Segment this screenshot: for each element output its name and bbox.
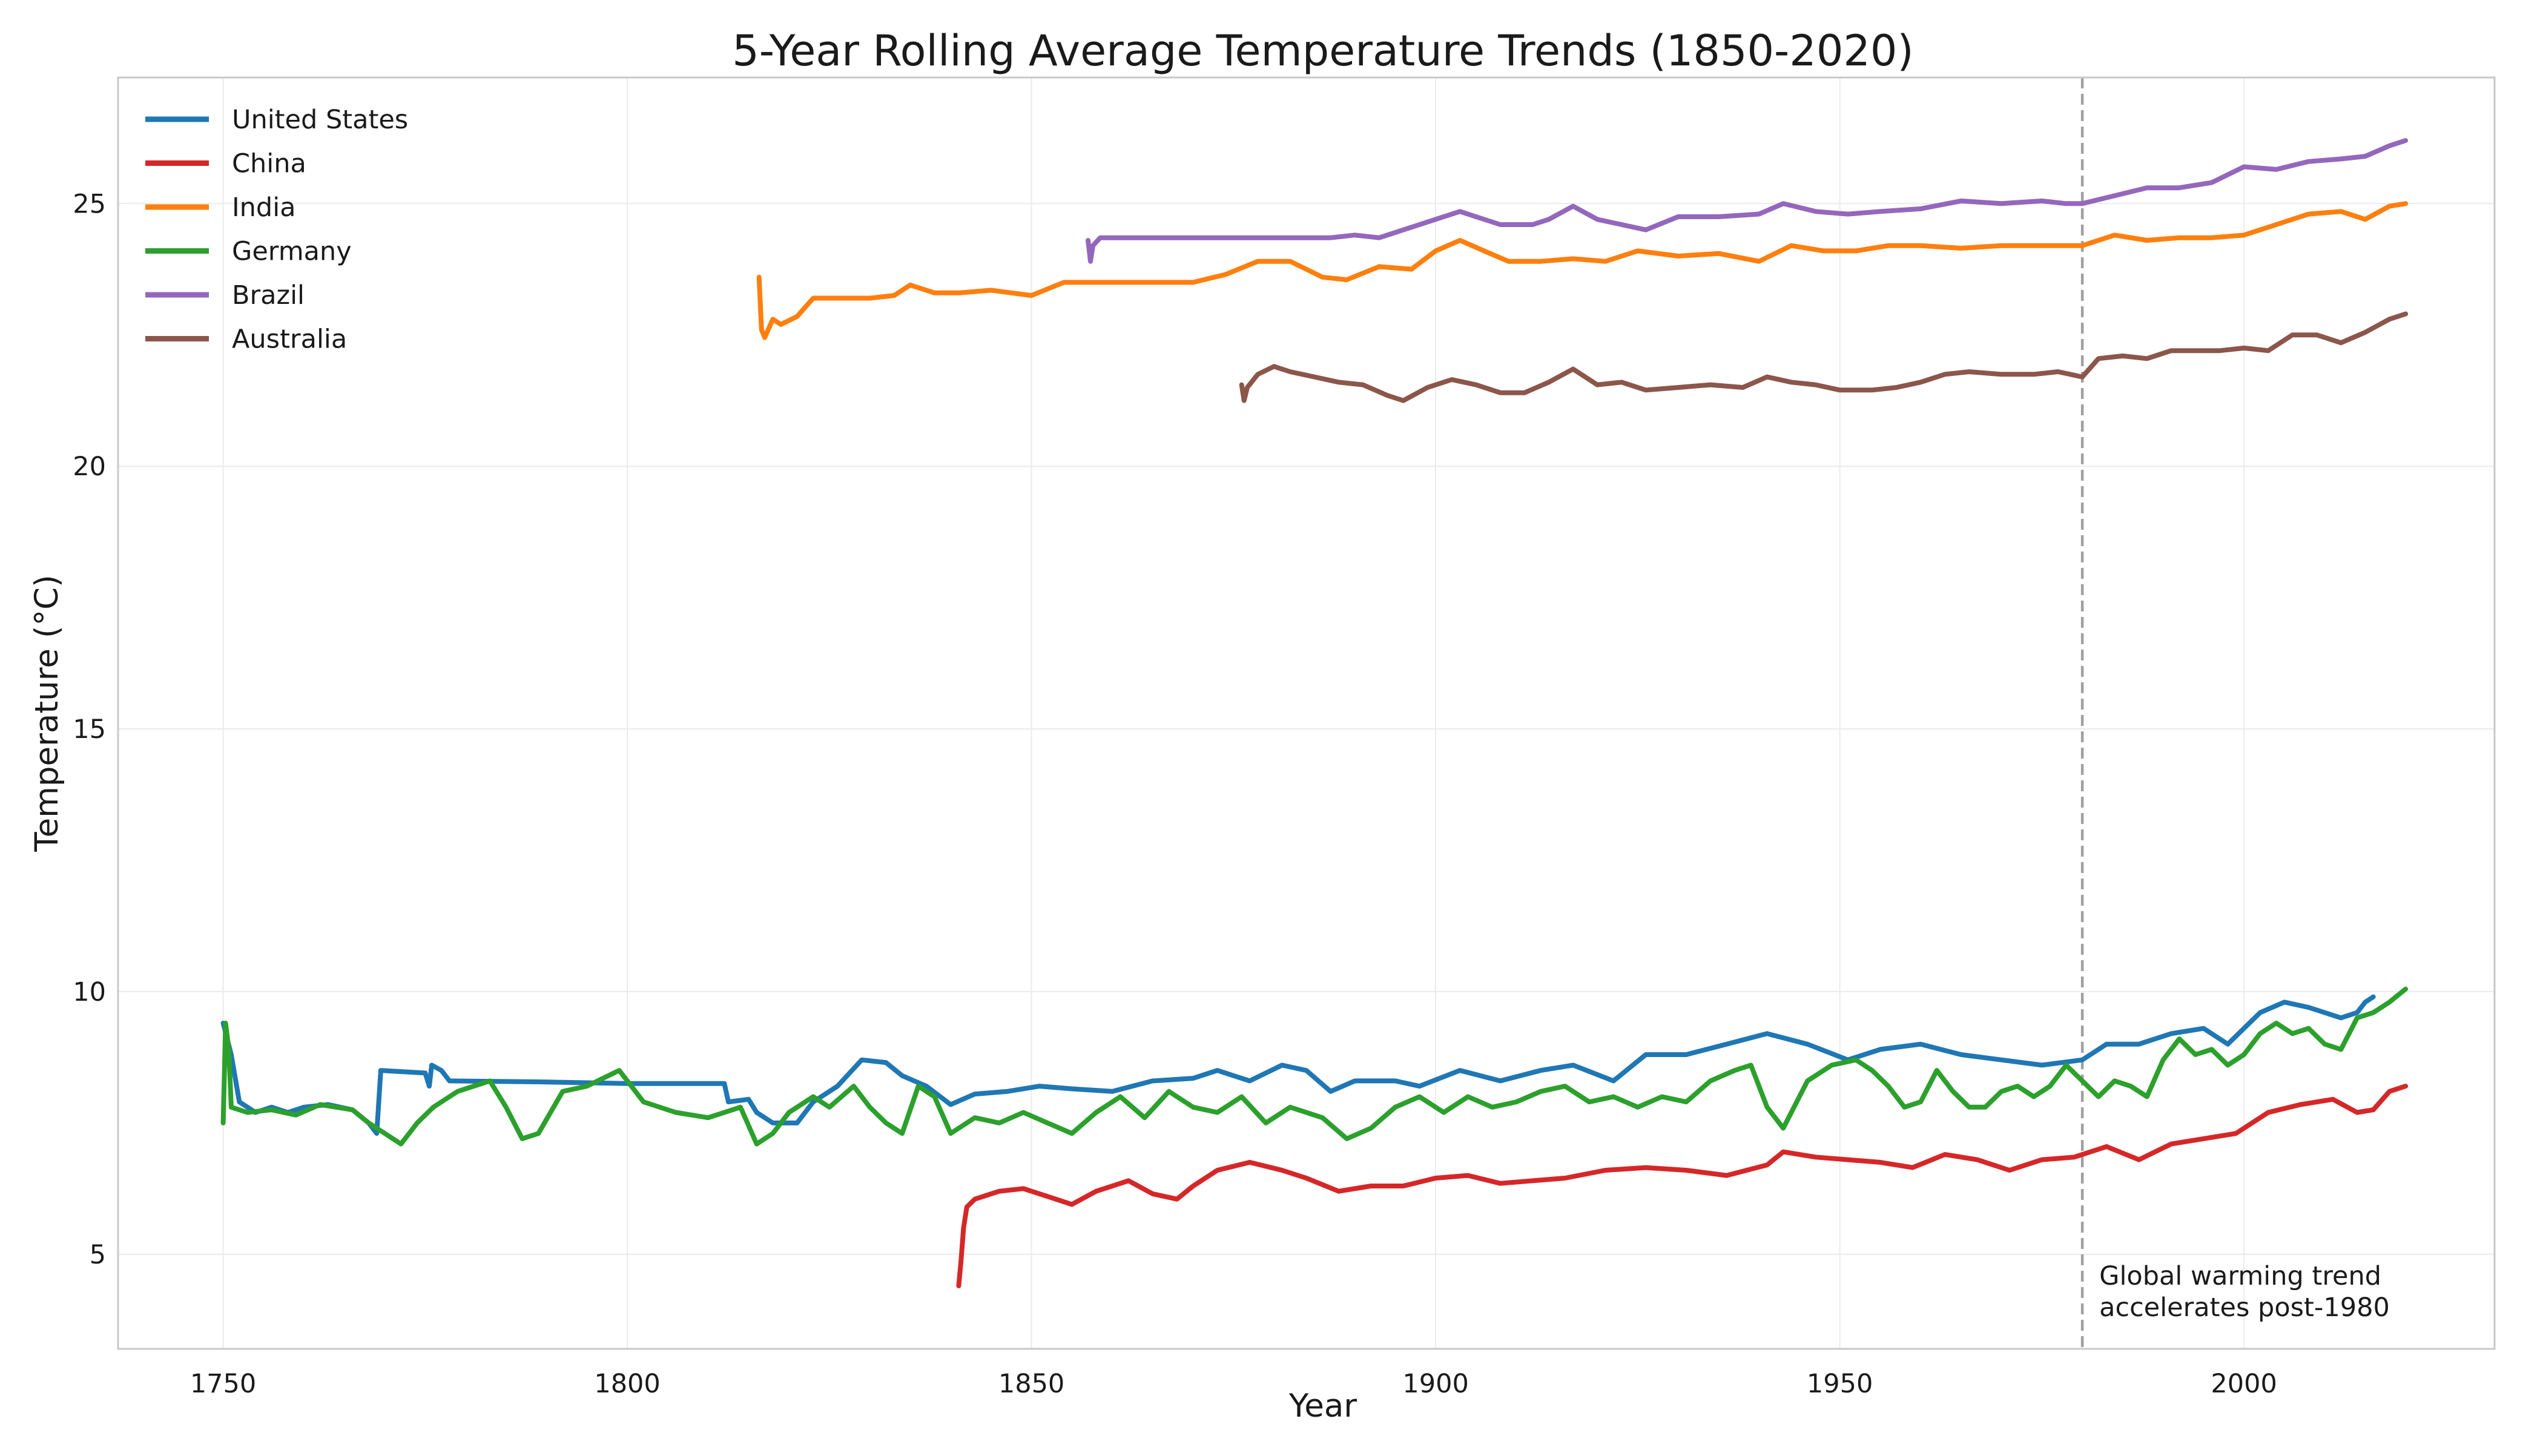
y-tick-label: 5 xyxy=(90,1240,106,1270)
y-axis-label: Temperature (°C) xyxy=(28,575,65,852)
x-tick-label: 1950 xyxy=(1807,1369,1873,1399)
y-tick-label: 20 xyxy=(73,452,106,482)
annotation-text: Global warming trend xyxy=(2099,1261,2381,1291)
axis-ticks: 1750 1800 1850 1900 1950 2000 5 10 15 20 25 xyxy=(73,189,2277,1399)
chart-title: 5-Year Rolling Average Temperature Trend… xyxy=(732,26,1914,76)
x-tick-label: 2000 xyxy=(2211,1369,2277,1399)
plot-frame xyxy=(117,76,2496,1350)
x-tick-label: 1850 xyxy=(998,1369,1064,1399)
legend-label-china: China xyxy=(232,149,306,179)
annotation-text: accelerates post-1980 xyxy=(2099,1293,2390,1323)
series-line-united-states xyxy=(220,994,2376,1136)
x-tick-label: 1800 xyxy=(594,1369,660,1399)
y-tick-label: 15 xyxy=(73,714,106,745)
series-line-india xyxy=(756,201,2409,340)
series-lines xyxy=(220,138,2409,1288)
x-axis-label: Year xyxy=(1288,1388,1357,1425)
legend-label-brazil: Brazil xyxy=(232,280,305,311)
x-tick-label: 1900 xyxy=(1402,1369,1468,1399)
y-tick-label: 25 xyxy=(73,189,106,219)
series-line-brazil xyxy=(1086,138,2409,264)
series-line-australia xyxy=(1239,311,2409,403)
legend-label-germany: Germany xyxy=(232,237,352,267)
y-tick-label: 10 xyxy=(73,977,106,1007)
series-line-germany xyxy=(220,986,2409,1147)
legend-label-india: India xyxy=(232,193,296,223)
series-line-china xyxy=(956,1084,2409,1288)
legend: United States China India Germany Brazil Aust… xyxy=(145,105,408,355)
legend-label-united-states: United States xyxy=(232,105,408,135)
grid xyxy=(118,77,2495,1349)
legend-label-australia: Australia xyxy=(232,324,347,355)
x-tick-label: 1750 xyxy=(190,1369,256,1399)
